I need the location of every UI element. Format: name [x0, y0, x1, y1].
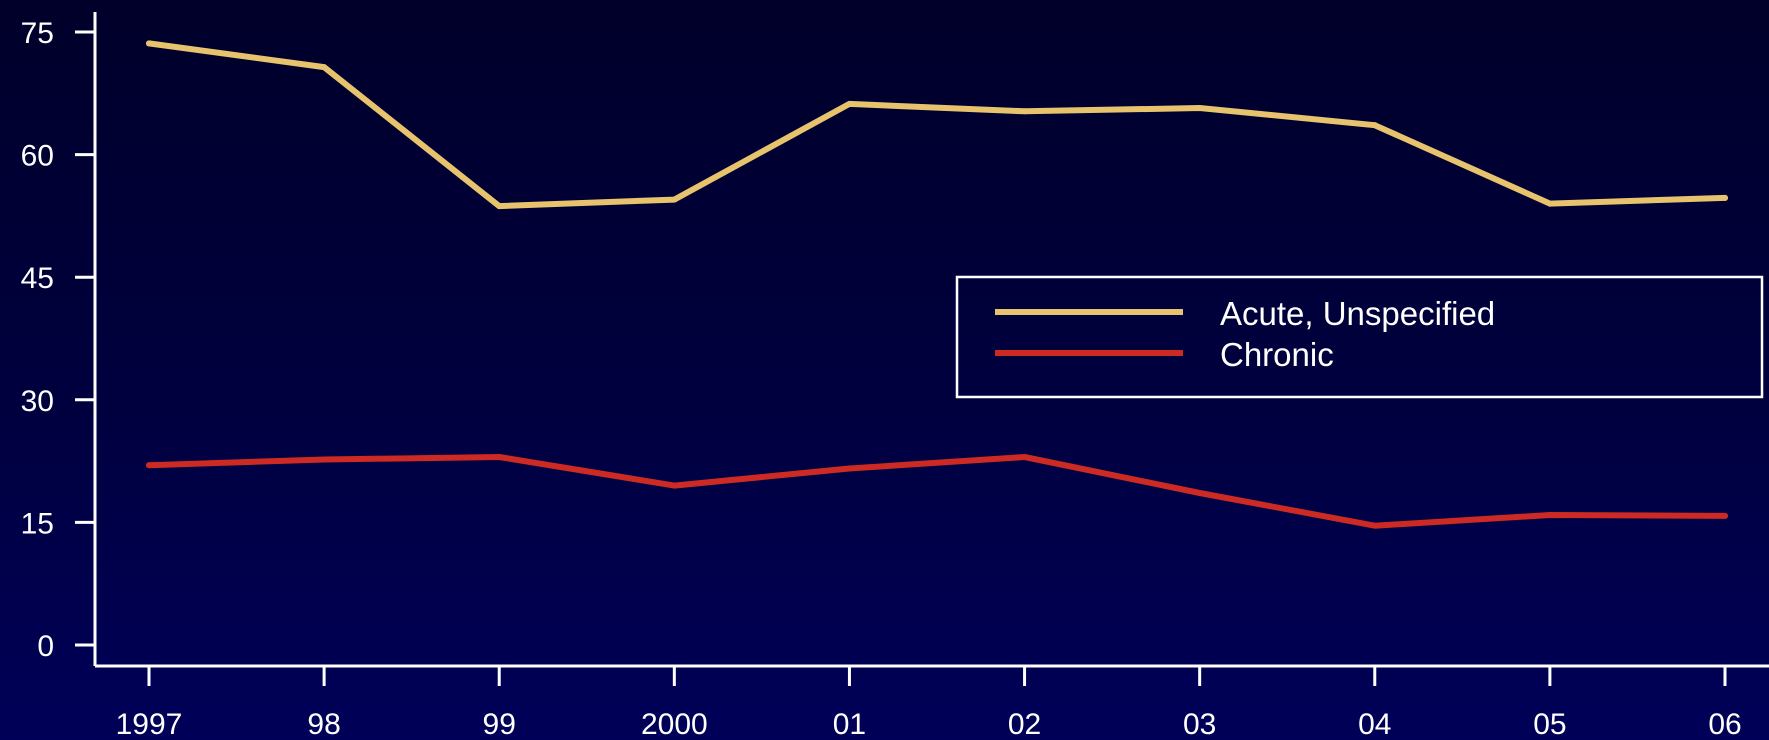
data-point: [1371, 122, 1378, 129]
data-point: [321, 456, 328, 463]
data-point: [146, 40, 152, 47]
x-tick-label: 05: [1533, 708, 1566, 740]
y-tick-label: 15: [21, 507, 54, 540]
data-point: [1021, 454, 1028, 461]
series-layer: [146, 40, 1728, 529]
data-point: [671, 196, 678, 203]
data-point: [496, 203, 503, 210]
x-tick-label: 2000: [641, 708, 708, 740]
x-axis: 1997 98 99 2000 01 02 03 04 05 06: [95, 664, 1769, 740]
y-tick-label: 0: [37, 630, 54, 663]
data-point: [846, 465, 853, 472]
x-tick-label: 99: [483, 708, 516, 740]
legend: Acute, Unspecified Chronic: [955, 275, 1764, 399]
series-line-chronic: [146, 454, 1728, 529]
data-point: [1546, 200, 1553, 207]
data-point: [321, 64, 328, 71]
data-point: [1371, 522, 1378, 529]
legend-label-acute: Acute, Unspecified: [1220, 295, 1495, 332]
y-tick-label: 75: [21, 17, 54, 50]
data-point: [1196, 489, 1203, 496]
y-tick-label: 60: [21, 140, 54, 173]
x-tick-label: 01: [833, 708, 866, 740]
y-axis: 0 15 30 45 60 75: [21, 12, 97, 666]
x-tick-label: 06: [1708, 708, 1741, 740]
legend-label-chronic: Chronic: [1220, 336, 1334, 373]
data-point: [496, 454, 503, 461]
x-tick-label: 04: [1358, 708, 1391, 740]
x-tick-label: 03: [1183, 708, 1216, 740]
data-point: [846, 100, 853, 107]
data-point: [1196, 105, 1203, 112]
x-tick-label: 1997: [116, 708, 183, 740]
data-point: [671, 482, 678, 489]
data-point: [1546, 512, 1553, 519]
data-point: [146, 462, 152, 469]
legend-box: [955, 275, 1764, 399]
y-tick-label: 30: [21, 385, 54, 418]
data-point: [1021, 108, 1028, 115]
data-point: [1722, 194, 1728, 201]
x-tick-label: 98: [307, 708, 340, 740]
x-tick-label: 02: [1008, 708, 1041, 740]
data-point: [1722, 512, 1728, 519]
y-tick-label: 45: [21, 262, 54, 295]
series-line-acute: [146, 40, 1728, 210]
